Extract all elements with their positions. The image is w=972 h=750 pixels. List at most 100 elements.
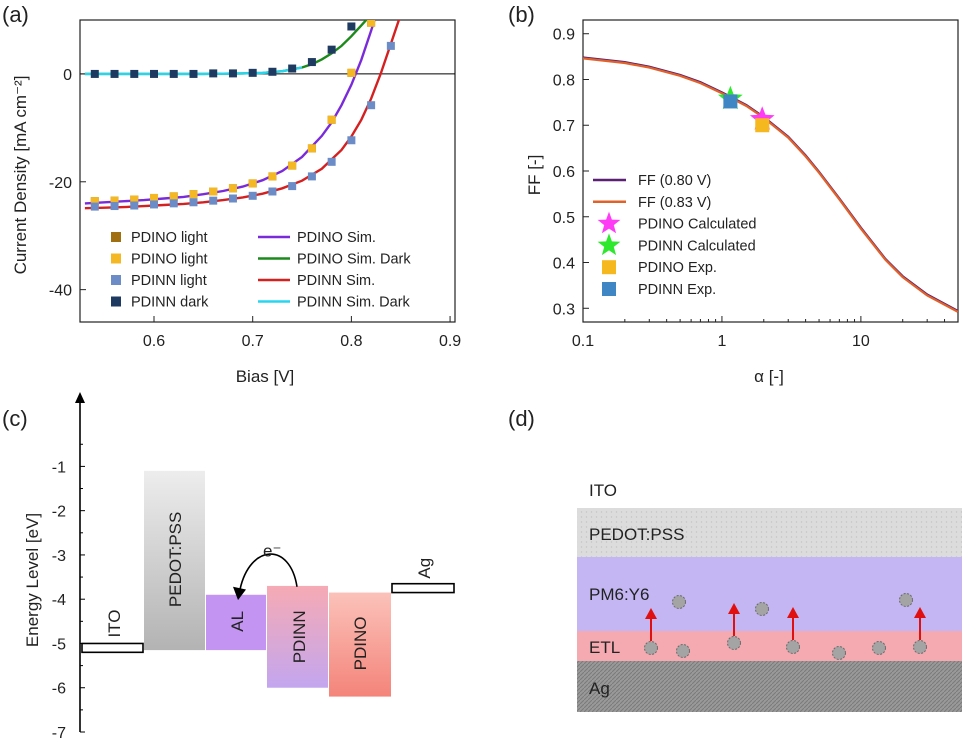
data-point — [209, 196, 218, 205]
legend-label: PDINN Sim. — [297, 273, 375, 289]
data-point — [228, 194, 237, 203]
data-point — [130, 195, 139, 204]
panel-c: (c) -1 -2 -3 -4 -5 -6 -7 ITO PEDOT:PSS AL PDINN PDI… — [2, 392, 455, 742]
data-point — [169, 69, 178, 78]
panel-b: (b) 0.1 1 10 0.3 0.4 0.5 0.6 0.7 0.8 0.9 FF (0.80 … — [508, 2, 959, 386]
x-tick-label: 0.6 — [143, 333, 165, 350]
y-tick-label: 0.7 — [553, 118, 575, 135]
data-point — [386, 41, 395, 50]
legend-marker — [602, 260, 616, 275]
x-tick-label: 0.9 — [439, 333, 461, 350]
data-point — [268, 187, 277, 196]
layer-label: PEDOT:PSS — [589, 525, 684, 544]
data-point — [367, 20, 376, 27]
y-tick-label: -6 — [52, 681, 66, 698]
legend-label: PDINN dark — [131, 295, 209, 311]
particle — [913, 640, 927, 654]
panel-d-label: (d) — [508, 406, 535, 431]
layer-pedot-pss — [577, 508, 962, 557]
panel-a-xlabel: Bias [V] — [236, 367, 295, 386]
data-point — [150, 193, 159, 202]
legend-label: PDINO Sim. — [297, 230, 376, 246]
y-tick-label: -5 — [52, 636, 66, 653]
legend-marker — [111, 275, 121, 285]
legend-label: PDINO light — [131, 230, 208, 246]
data-point — [209, 187, 218, 196]
particle — [672, 595, 686, 609]
data-point — [189, 190, 198, 199]
x-tick-label: 0.8 — [340, 333, 362, 350]
y-tick-label: -4 — [52, 592, 66, 609]
panel-a-legend: PDINO light PDINO light PDINN light PDINN d… — [111, 230, 411, 311]
data-point — [209, 69, 218, 78]
energy-label: PDINN — [290, 610, 309, 663]
particle — [676, 644, 690, 658]
legend-label: PDINN Exp. — [638, 282, 716, 298]
x-tick-label: 0.7 — [242, 333, 264, 350]
legend-label: PDINO light — [131, 252, 208, 268]
energy-block-al — [206, 594, 266, 651]
legend-label: PDINN light — [131, 273, 207, 289]
particle — [832, 646, 846, 660]
y-tick-label: 0.6 — [553, 164, 575, 181]
arrow-up-icon — [728, 603, 740, 614]
layer-etl — [577, 631, 962, 661]
arrow-up-icon — [787, 607, 799, 618]
series-line — [583, 57, 958, 313]
data-point — [327, 115, 336, 124]
y-tick-label: 0.4 — [553, 256, 575, 273]
legend-marker — [111, 296, 121, 307]
electron-transfer-arrow — [239, 553, 298, 590]
legend-label: FF (0.80 V) — [638, 173, 711, 189]
y-tick-label: -2 — [52, 504, 66, 521]
legend-marker — [597, 233, 621, 256]
data-point — [347, 22, 356, 31]
y-tick-label: 0.9 — [553, 27, 575, 44]
energy-block-pdinn — [267, 585, 328, 688]
data-point — [90, 197, 99, 206]
data-point — [228, 184, 237, 193]
layer-label: ETL — [589, 638, 620, 657]
legend-marker — [111, 232, 121, 242]
data-point — [288, 64, 297, 73]
panel-b-ylabel: FF [-] — [525, 155, 544, 196]
arrow-up-icon — [645, 608, 657, 619]
series-line — [84, 20, 376, 205]
y-tick-label: -3 — [52, 548, 66, 565]
data-point — [268, 172, 277, 181]
energy-block-pedot-pss — [144, 470, 205, 651]
energy-label: PDINO — [351, 617, 370, 671]
data-point — [110, 202, 119, 211]
particle — [727, 636, 741, 650]
data-point — [327, 45, 336, 54]
energy-block-pdino — [329, 592, 391, 697]
panel-d: (d) ITO PEDOT:PSS PM6:Y6 ETL Ag — [508, 406, 962, 712]
panel-c-label: (c) — [2, 406, 28, 431]
panel-b-series — [583, 56, 958, 313]
particle — [872, 641, 886, 655]
panel-b-xlabel: α [-] — [754, 367, 784, 386]
y-tick-label: 0.5 — [553, 210, 575, 227]
y-tick-label: -20 — [49, 175, 72, 192]
y-tick-label: -1 — [52, 459, 66, 476]
layer-label: PM6:Y6 — [589, 585, 649, 604]
panel-c-ylabel: Energy Level [eV] — [23, 513, 42, 647]
y-tick-label: 0 — [63, 67, 72, 84]
panel-b-label: (b) — [508, 2, 535, 27]
data-point — [307, 144, 316, 153]
y-tick-label: -7 — [52, 725, 66, 742]
energy-label: PEDOT:PSS — [166, 512, 185, 607]
legend-label: PDINO Exp. — [638, 260, 717, 276]
particle — [786, 640, 800, 654]
data-point — [307, 58, 316, 67]
panel-a-ylabel: Current Density [mA cm⁻²] — [11, 76, 30, 275]
legend-marker — [597, 211, 621, 234]
data-point — [110, 196, 119, 205]
energy-label: Ag — [415, 558, 434, 579]
data-point — [90, 202, 99, 211]
series-line — [84, 20, 368, 76]
series-line — [84, 20, 401, 210]
data-point — [288, 161, 297, 170]
layer-pm6-y6 — [577, 557, 962, 631]
